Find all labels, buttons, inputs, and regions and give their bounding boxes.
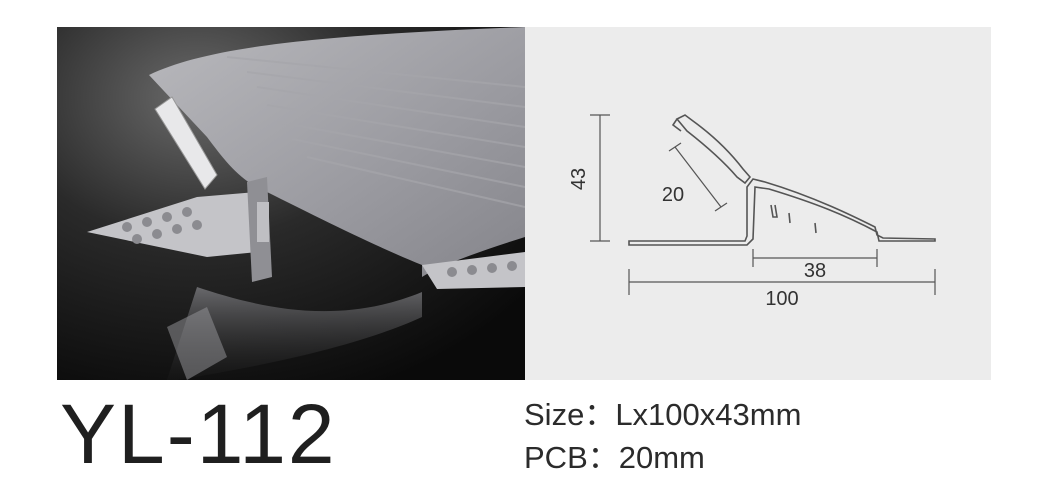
technical-drawing: 43 20 38 100 <box>525 27 991 380</box>
product-photo <box>57 27 525 380</box>
spec-size: Size：Lx100x43mm <box>524 397 801 433</box>
spec-pcb-label: PCB： <box>524 440 619 475</box>
spec-size-label: Size： <box>524 397 615 432</box>
dim-height-label: 43 <box>568 168 590 190</box>
dimension-diagram: 43 20 38 100 <box>525 27 991 380</box>
profile-render <box>57 27 525 380</box>
spec-pcb: PCB：20mm <box>524 440 705 476</box>
dim-pcb-label: 20 <box>662 184 684 206</box>
spec-pcb-value: 20mm <box>619 440 705 475</box>
dim-inner-width-label: 38 <box>804 260 826 282</box>
dim-total-width-label: 100 <box>765 288 798 310</box>
model-number: YL-112 <box>60 388 337 480</box>
spec-size-value: Lx100x43mm <box>615 397 801 432</box>
